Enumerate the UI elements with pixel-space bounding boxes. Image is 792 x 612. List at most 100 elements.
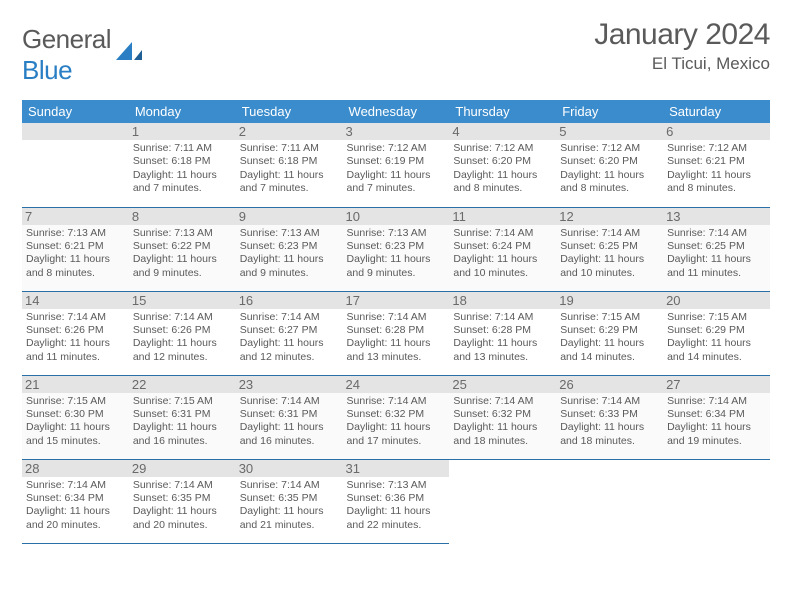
calendar-day: 28Sunrise: 7:14 AMSunset: 6:34 PMDayligh…: [22, 459, 129, 543]
day-details: Sunrise: 7:14 AMSunset: 6:27 PMDaylight:…: [240, 311, 339, 365]
logo-word-b: Blue: [22, 55, 72, 85]
day-details: Sunrise: 7:12 AMSunset: 6:21 PMDaylight:…: [667, 142, 766, 196]
calendar-week: 7 Sunrise: 7:13 AMSunset: 6:21 PMDaylight…: [22, 207, 770, 291]
day-number: 26: [556, 376, 663, 393]
day-number: 28: [22, 460, 129, 477]
day-details: Sunrise: 7:14 AMSunset: 6:33 PMDaylight:…: [560, 395, 659, 449]
title-block: January 2024 El Ticui, Mexico: [594, 18, 770, 74]
day-number: 19: [556, 292, 663, 309]
day-details: Sunrise: 7:14 AMSunset: 6:28 PMDaylight:…: [347, 311, 446, 365]
calendar-day: 5 Sunrise: 7:12 AMSunset: 6:20 PMDaylight…: [556, 123, 663, 207]
calendar-day: 19 Sunrise: 7:15 AMSunset: 6:29 PMDayligh…: [556, 291, 663, 375]
calendar-day: 15 Sunrise: 7:14 AMSunset: 6:26 PMDayligh…: [129, 291, 236, 375]
day-details: Sunrise: 7:14 AMSunset: 6:28 PMDaylight:…: [453, 311, 552, 365]
day-details: Sunrise: 7:14 AMSunset: 6:35 PMDaylight:…: [240, 479, 339, 533]
day-number: 11: [449, 208, 556, 225]
day-number: 27: [663, 376, 770, 393]
day-details: Sunrise: 7:15 AMSunset: 6:31 PMDaylight:…: [133, 395, 232, 449]
day-details: Sunrise: 7:15 AMSunset: 6:30 PMDaylight:…: [26, 395, 125, 449]
day-number: 29: [129, 460, 236, 477]
calendar-week: 28Sunrise: 7:14 AMSunset: 6:34 PMDayligh…: [22, 459, 770, 543]
calendar-day: [22, 123, 129, 207]
day-number: 15: [129, 292, 236, 309]
calendar-day: 7 Sunrise: 7:13 AMSunset: 6:21 PMDaylight…: [22, 207, 129, 291]
calendar-day: 16 Sunrise: 7:14 AMSunset: 6:27 PMDayligh…: [236, 291, 343, 375]
day-details: Sunrise: 7:13 AMSunset: 6:23 PMDaylight:…: [240, 227, 339, 281]
calendar-day: 20 Sunrise: 7:15 AMSunset: 6:29 PMDayligh…: [663, 291, 770, 375]
calendar-day: 17Sunrise: 7:14 AMSunset: 6:28 PMDayligh…: [343, 291, 450, 375]
weekday-header: Tuesday: [236, 100, 343, 123]
calendar-day: 10Sunrise: 7:13 AMSunset: 6:23 PMDayligh…: [343, 207, 450, 291]
calendar-week: 14Sunrise: 7:14 AMSunset: 6:26 PMDayligh…: [22, 291, 770, 375]
day-number: 1: [129, 123, 236, 140]
day-number: 31: [343, 460, 450, 477]
day-details: Sunrise: 7:14 AMSunset: 6:32 PMDaylight:…: [347, 395, 446, 449]
day-number: 7: [22, 208, 129, 225]
weekday-header: Thursday: [449, 100, 556, 123]
location-label: El Ticui, Mexico: [594, 54, 770, 74]
day-details: Sunrise: 7:14 AMSunset: 6:26 PMDaylight:…: [133, 311, 232, 365]
day-details: Sunrise: 7:14 AMSunset: 6:32 PMDaylight:…: [453, 395, 552, 449]
weekday-header: Sunday: [22, 100, 129, 123]
day-number: 3: [343, 123, 450, 140]
calendar-day: 13 Sunrise: 7:14 AMSunset: 6:25 PMDayligh…: [663, 207, 770, 291]
calendar-table: SundayMondayTuesdayWednesdayThursdayFrid…: [22, 100, 770, 544]
month-title: January 2024: [594, 18, 770, 52]
day-details: Sunrise: 7:13 AMSunset: 6:36 PMDaylight:…: [347, 479, 446, 533]
day-details: Sunrise: 7:14 AMSunset: 6:34 PMDaylight:…: [667, 395, 766, 449]
day-number: 9: [236, 208, 343, 225]
day-number: 2: [236, 123, 343, 140]
day-number: 22: [129, 376, 236, 393]
logo-sail-icon: [114, 40, 144, 71]
day-number: 16: [236, 292, 343, 309]
calendar-day: 12Sunrise: 7:14 AMSunset: 6:25 PMDayligh…: [556, 207, 663, 291]
calendar-day: 22 Sunrise: 7:15 AMSunset: 6:31 PMDayligh…: [129, 375, 236, 459]
day-number: 13: [663, 208, 770, 225]
day-number: 5: [556, 123, 663, 140]
calendar-body: 1Sunrise: 7:11 AMSunset: 6:18 PMDaylight…: [22, 123, 770, 543]
calendar-week: 21Sunrise: 7:15 AMSunset: 6:30 PMDayligh…: [22, 375, 770, 459]
calendar-day: 2 Sunrise: 7:11 AMSunset: 6:18 PMDaylight…: [236, 123, 343, 207]
day-details: Sunrise: 7:12 AMSunset: 6:20 PMDaylight:…: [560, 142, 659, 196]
calendar-day: 25 Sunrise: 7:14 AMSunset: 6:32 PMDayligh…: [449, 375, 556, 459]
day-number: 18: [449, 292, 556, 309]
calendar-day: [663, 459, 770, 543]
day-details: Sunrise: 7:13 AMSunset: 6:23 PMDaylight:…: [347, 227, 446, 281]
day-details: Sunrise: 7:15 AMSunset: 6:29 PMDaylight:…: [667, 311, 766, 365]
day-number: 6: [663, 123, 770, 140]
calendar-day: 30 Sunrise: 7:14 AMSunset: 6:35 PMDayligh…: [236, 459, 343, 543]
weekday-header: Wednesday: [343, 100, 450, 123]
weekday-header-row: SundayMondayTuesdayWednesdayThursdayFrid…: [22, 100, 770, 123]
day-number: 4: [449, 123, 556, 140]
calendar-day: 29Sunrise: 7:14 AMSunset: 6:35 PMDayligh…: [129, 459, 236, 543]
logo: General Blue: [22, 18, 144, 86]
weekday-header: Monday: [129, 100, 236, 123]
calendar-day: 9 Sunrise: 7:13 AMSunset: 6:23 PMDaylight…: [236, 207, 343, 291]
calendar-day: 26 Sunrise: 7:14 AMSunset: 6:33 PMDayligh…: [556, 375, 663, 459]
day-details: Sunrise: 7:14 AMSunset: 6:25 PMDaylight:…: [560, 227, 659, 281]
day-number: 20: [663, 292, 770, 309]
day-details: Sunrise: 7:11 AMSunset: 6:18 PMDaylight:…: [240, 142, 339, 196]
calendar-day: 1 Sunrise: 7:11 AMSunset: 6:18 PMDaylight…: [129, 123, 236, 207]
day-details: Sunrise: 7:14 AMSunset: 6:25 PMDaylight:…: [667, 227, 766, 281]
calendar-day: 8 Sunrise: 7:13 AMSunset: 6:22 PMDaylight…: [129, 207, 236, 291]
day-details: Sunrise: 7:14 AMSunset: 6:26 PMDaylight:…: [26, 311, 125, 365]
logo-text: General Blue: [22, 24, 111, 86]
day-details: Sunrise: 7:12 AMSunset: 6:20 PMDaylight:…: [453, 142, 552, 196]
day-number: 8: [129, 208, 236, 225]
day-number: 25: [449, 376, 556, 393]
day-details: Sunrise: 7:13 AMSunset: 6:21 PMDaylight:…: [26, 227, 125, 281]
day-details: Sunrise: 7:15 AMSunset: 6:29 PMDaylight:…: [560, 311, 659, 365]
calendar-day: 4 Sunrise: 7:12 AMSunset: 6:20 PMDaylight…: [449, 123, 556, 207]
calendar-week: 1Sunrise: 7:11 AMSunset: 6:18 PMDaylight…: [22, 123, 770, 207]
calendar-day: 14Sunrise: 7:14 AMSunset: 6:26 PMDayligh…: [22, 291, 129, 375]
day-number: 30: [236, 460, 343, 477]
day-details: Sunrise: 7:11 AMSunset: 6:18 PMDaylight:…: [133, 142, 232, 196]
day-details: Sunrise: 7:13 AMSunset: 6:22 PMDaylight:…: [133, 227, 232, 281]
day-details: Sunrise: 7:14 AMSunset: 6:31 PMDaylight:…: [240, 395, 339, 449]
calendar-day: 21Sunrise: 7:15 AMSunset: 6:30 PMDayligh…: [22, 375, 129, 459]
calendar-day: 31 Sunrise: 7:13 AMSunset: 6:36 PMDayligh…: [343, 459, 450, 543]
day-details: Sunrise: 7:14 AMSunset: 6:24 PMDaylight:…: [453, 227, 552, 281]
calendar-day: 6 Sunrise: 7:12 AMSunset: 6:21 PMDaylight…: [663, 123, 770, 207]
calendar-day: 18 Sunrise: 7:14 AMSunset: 6:28 PMDayligh…: [449, 291, 556, 375]
